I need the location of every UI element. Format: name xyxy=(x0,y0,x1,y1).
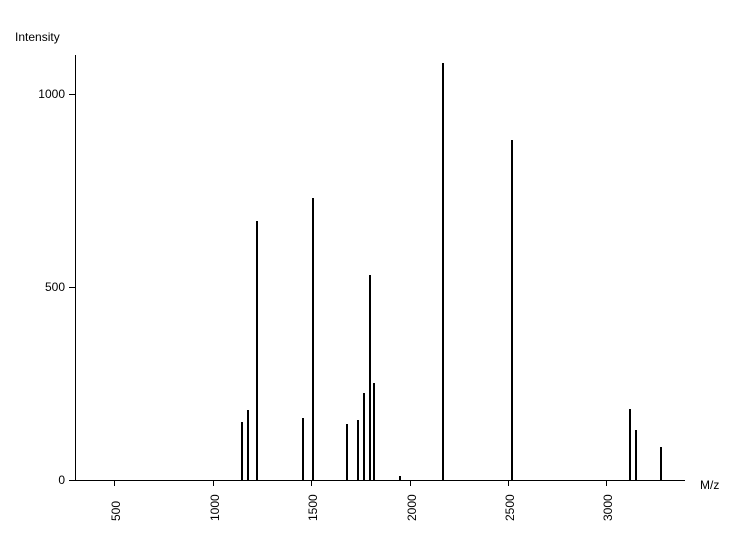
mass-spectrum-chart: Intensity M/z 0 500 1000 500 1000 1500 2000 25… xyxy=(0,0,750,540)
y-tick-label: 1000 xyxy=(20,87,65,101)
spectrum-peak xyxy=(373,383,375,480)
x-axis-title: M/z xyxy=(700,478,719,492)
spectrum-peak xyxy=(312,198,314,480)
spectrum-peak xyxy=(363,393,365,480)
y-tick xyxy=(69,480,75,481)
x-tick-label: 2000 xyxy=(405,494,419,521)
y-tick xyxy=(69,94,75,95)
spectrum-peak xyxy=(511,140,513,480)
x-tick xyxy=(311,480,312,486)
spectrum-peak xyxy=(247,410,249,480)
spectrum-peak xyxy=(635,430,637,480)
x-tick-label: 2500 xyxy=(503,494,517,521)
y-axis-title: Intensity xyxy=(15,30,60,44)
x-tick-label: 1500 xyxy=(306,494,320,521)
y-tick-label: 0 xyxy=(20,473,65,487)
spectrum-peak xyxy=(302,418,304,480)
spectrum-peak xyxy=(629,409,631,480)
x-tick-label: 500 xyxy=(109,501,123,521)
x-axis-line xyxy=(75,480,685,481)
x-tick-label: 1000 xyxy=(208,494,222,521)
spectrum-peak xyxy=(346,424,348,480)
spectrum-peak xyxy=(369,275,371,480)
spectrum-peak xyxy=(660,447,662,480)
spectrum-peak xyxy=(399,476,401,480)
spectrum-peak xyxy=(357,420,359,480)
x-tick-label: 3000 xyxy=(601,494,615,521)
x-tick xyxy=(508,480,509,486)
spectrum-peak xyxy=(256,221,258,480)
y-tick xyxy=(69,287,75,288)
spectrum-peak xyxy=(241,422,243,480)
y-tick-label: 500 xyxy=(20,280,65,294)
x-tick xyxy=(410,480,411,486)
x-tick xyxy=(213,480,214,486)
x-tick xyxy=(606,480,607,486)
x-tick xyxy=(114,480,115,486)
y-axis-line xyxy=(75,55,76,480)
spectrum-peak xyxy=(442,63,444,480)
